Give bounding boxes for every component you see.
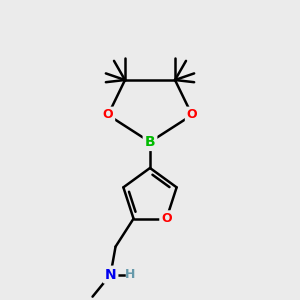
Text: O: O: [187, 109, 197, 122]
Text: N: N: [105, 268, 116, 282]
Text: B: B: [145, 135, 155, 149]
Text: O: O: [103, 109, 113, 122]
Text: O: O: [161, 212, 172, 225]
Text: H: H: [124, 268, 135, 281]
